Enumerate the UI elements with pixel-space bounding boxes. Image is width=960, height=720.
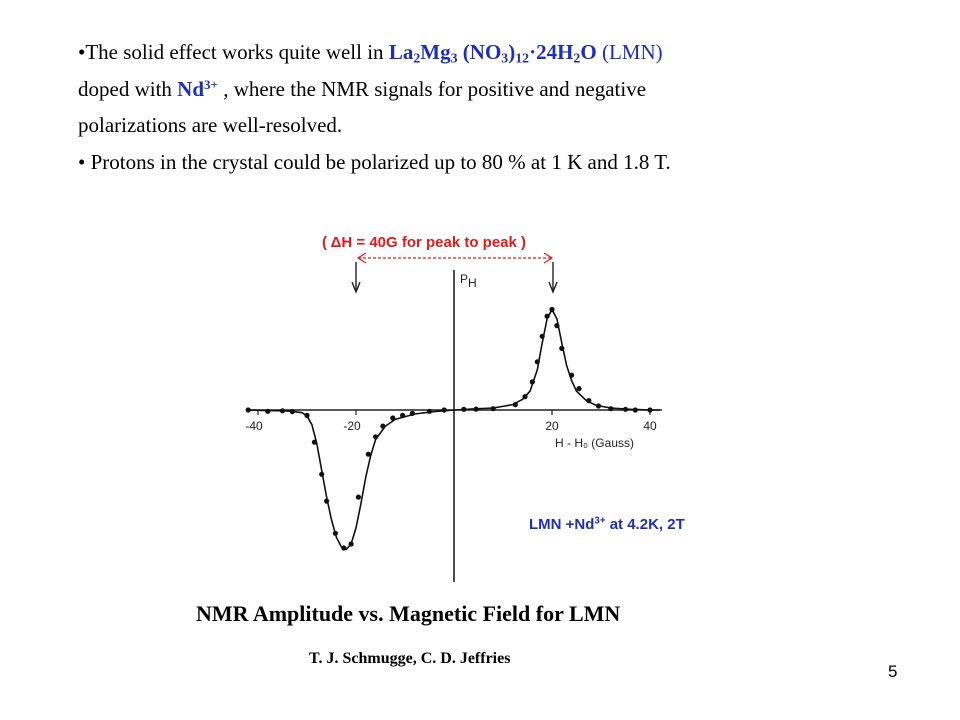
data-point [512,402,518,408]
data-point [441,407,447,413]
data-point [473,406,479,412]
data-point [522,394,528,400]
data-point [355,494,361,500]
bullet-1-line-3: polarizations are well-resolved. [78,113,343,137]
data-point [279,408,286,414]
data-point [461,406,467,412]
bullet-2: • Protons in the crystal could be polari… [78,149,671,174]
data-point [426,408,433,414]
data-point [569,372,575,378]
data-point [319,471,325,477]
data-point [576,386,582,392]
delta-h-arrowhead-left [356,252,367,264]
data-point [332,530,338,536]
data-point [380,423,386,429]
data-point [348,541,354,547]
data-point [622,406,629,412]
data-point [608,406,614,412]
data-point [365,451,371,457]
delta-h-annotation: ( ΔH = 40G for peak to peak ) [322,234,527,251]
data-point [245,407,251,413]
data-point [595,403,602,409]
sample-label: LMN +Nd3+ at 4.2K, 2T [529,515,685,533]
lmn-abbreviation: (LMN) [596,40,663,64]
data-point [311,439,317,445]
data-point [586,398,592,404]
data-point [559,345,565,351]
figure-authors: T. J. Schmugge, C. D. Jeffries [309,650,511,667]
x-axis-label: H - H₀ (Gauss) [555,436,634,450]
data-point [534,359,540,365]
dopant-formula: Nd3+ [177,76,218,101]
data-point [490,406,496,412]
bullet-1-line-1: •The solid effect works quite well in La… [78,34,918,71]
data-point [529,379,536,385]
data-point [549,306,555,313]
peak-arrow-head [351,281,361,294]
bullet-1-line-2: doped with Nd3+ , where the NMR signals … [78,76,647,101]
data-point [324,498,330,504]
data-point [544,313,550,319]
data-point [341,545,347,551]
figure-title: NMR Amplitude vs. Magnetic Field for LMN [196,601,621,626]
page-number: 5 [888,662,898,681]
data-point [304,412,310,418]
bullet-1-lead: •The solid effect works quite well in [78,40,389,64]
data-point [632,407,638,413]
data-point [289,409,295,415]
y-axis-label: P [460,272,468,286]
data-point [265,408,271,414]
data-point [647,407,653,413]
x-tick-label: 40 [643,419,657,433]
x-tick-label: -40 [245,419,263,433]
lmn-formula: La2Mg3 (NO3)12·24H2O [388,40,597,66]
data-point [390,415,396,421]
x-tick-label: -20 [343,419,361,433]
data-point [554,323,560,329]
y-axis-label-subscript: H [468,276,477,290]
peak-arrow-head [548,281,558,294]
data-point [539,333,545,339]
bullet-list: •The solid effect works quite well in La… [78,34,918,180]
data-point [373,434,379,440]
delta-h-arrowhead-right [543,252,554,264]
data-point [400,412,406,418]
x-tick-label: 20 [545,419,559,433]
data-point [409,410,415,416]
